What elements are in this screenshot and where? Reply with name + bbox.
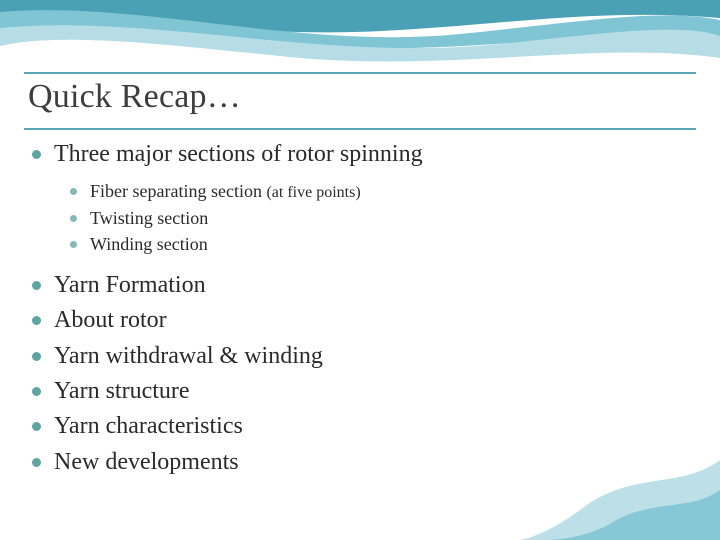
list-item-text: Yarn structure: [54, 378, 190, 404]
slide-content: Quick Recap… Three major sections of rot…: [28, 78, 692, 481]
list-item-text: Yarn withdrawal & winding: [54, 343, 323, 369]
sub-list-item: Winding section: [66, 231, 692, 257]
list-item: New developments: [28, 446, 692, 478]
list-item-text: New developments: [54, 449, 239, 475]
list-item: Yarn Formation: [28, 269, 692, 301]
list-item: Yarn withdrawal & winding: [28, 340, 692, 372]
sub-bullet-list: Fiber separating section (at five points…: [54, 178, 692, 256]
list-item-text: Three major sections of rotor spinning: [54, 141, 423, 167]
sub-list-item-paren: (at five points): [266, 184, 360, 201]
sub-list-item-text: Twisting section: [90, 208, 208, 228]
list-item: Yarn structure: [28, 375, 692, 407]
sub-list-item: Fiber separating section (at five points…: [66, 178, 692, 204]
title-underline-top: [24, 72, 696, 74]
list-item-text: Yarn characteristics: [54, 413, 243, 439]
list-item: Yarn characteristics: [28, 410, 692, 442]
header-wave-decoration: [0, 0, 720, 80]
bullet-list: Three major sections of rotor spinning F…: [28, 138, 692, 478]
slide-title: Quick Recap…: [28, 78, 692, 116]
list-item-text: About rotor: [54, 307, 167, 333]
list-item: About rotor: [28, 304, 692, 336]
title-underline-bottom: [24, 128, 696, 130]
list-item: Three major sections of rotor spinning F…: [28, 138, 692, 257]
sub-list-item-text: Fiber separating section: [90, 181, 266, 201]
sub-list-item: Twisting section: [66, 205, 692, 231]
list-item-text: Yarn Formation: [54, 272, 206, 298]
sub-list-item-text: Winding section: [90, 234, 208, 254]
